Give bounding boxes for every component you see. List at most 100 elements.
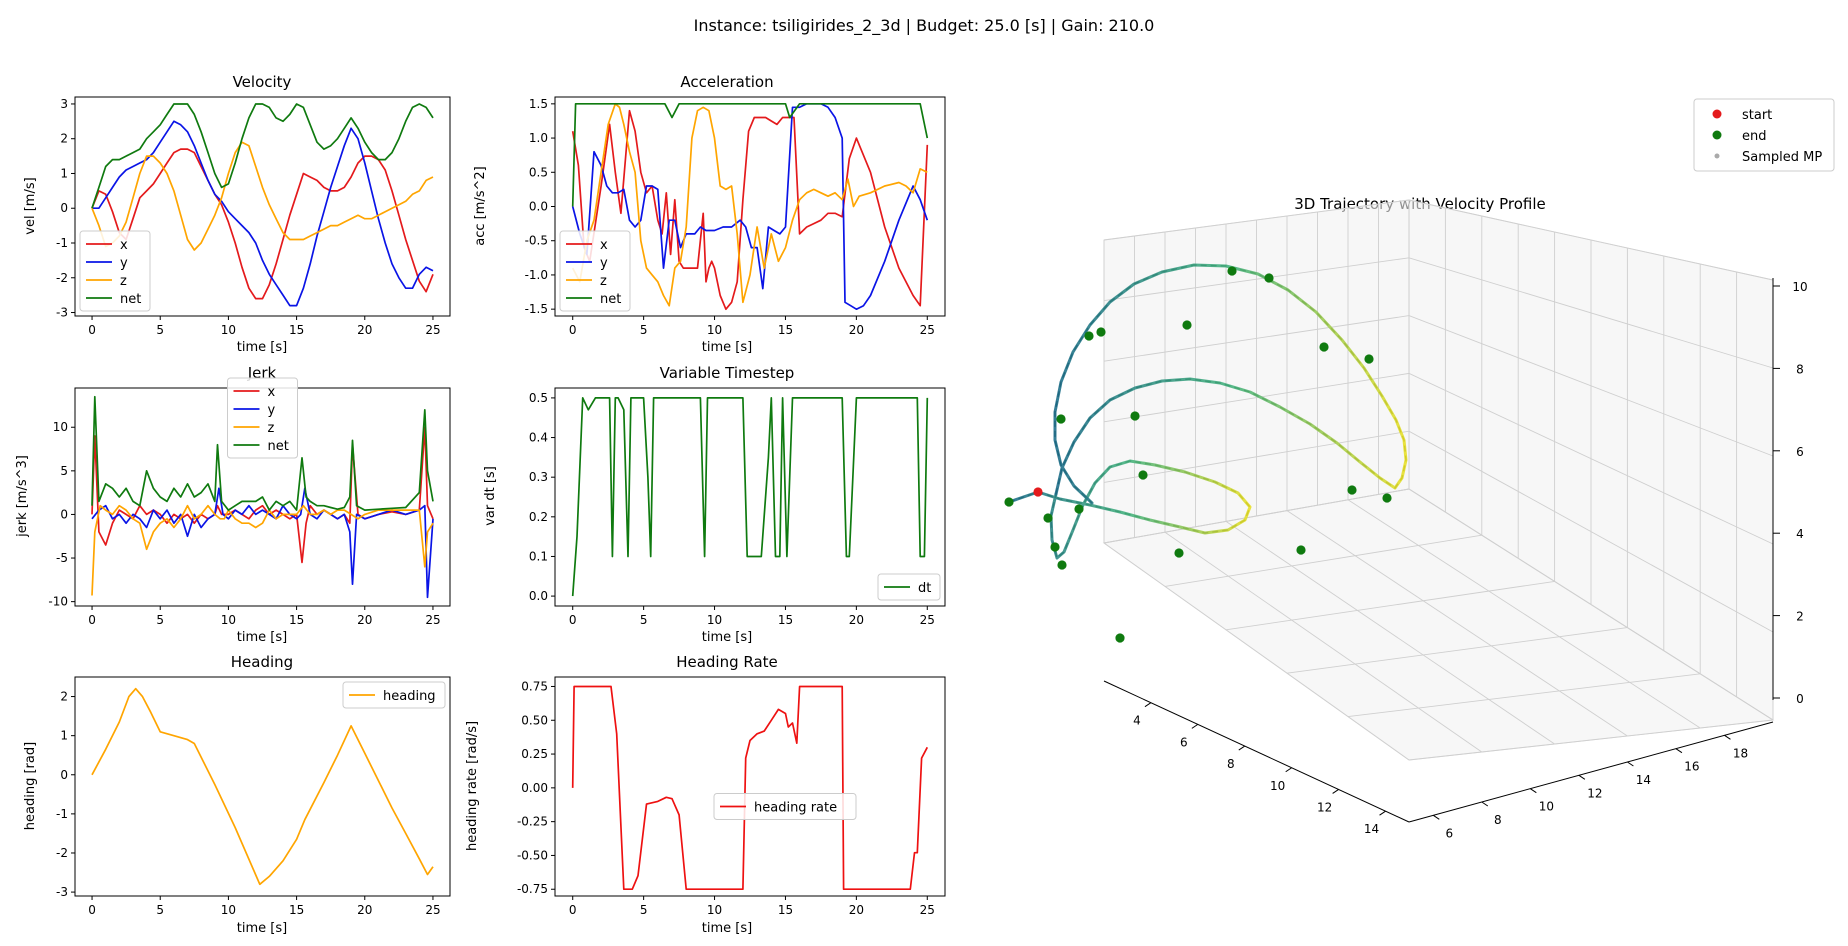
jerk-xtick-label: 25: [425, 613, 440, 627]
heading-xtick-label: 20: [357, 903, 372, 917]
heading-rate-ytick-label: 0.00: [521, 781, 548, 795]
jerk-xtick-label: 5: [156, 613, 164, 627]
jerk-ytick-label: -5: [56, 551, 68, 565]
variable-timestep-xtick-label: 5: [640, 613, 648, 627]
jerk-xtick-label: 15: [289, 613, 304, 627]
velocity-xtick-label: 5: [156, 323, 164, 337]
trajectory-3d-y-tick-label: 10: [1539, 800, 1554, 814]
trajectory-3d-y-tick: [1578, 774, 1586, 780]
acceleration-series-z: [571, 102, 928, 307]
acceleration-ytick-label: 1.0: [529, 131, 548, 145]
trajectory-3d-x-tick: [1332, 789, 1339, 794]
acceleration-xtick-label: 25: [920, 323, 935, 337]
heading-xtick-label: 5: [156, 903, 164, 917]
acceleration-legend-label-z: z: [600, 274, 607, 289]
heading-rate-ytick-label: 0.50: [521, 713, 548, 727]
trajectory-3d-gridline: [1103, 315, 1774, 457]
heading-rate-xtick-label: 5: [640, 903, 648, 917]
heading-rate-xtick-label: 0: [569, 903, 577, 917]
jerk-ytick-label: 10: [53, 420, 68, 434]
velocity-legend-label-z: z: [120, 274, 127, 289]
trajectory-3d-x-tick-label: 10: [1270, 779, 1285, 793]
trajectory-3d-x-tick-label: 4: [1133, 714, 1141, 728]
trajectory-3d-target-point: [1364, 354, 1374, 364]
velocity-xtick-label: 15: [289, 323, 304, 337]
trajectory-3d-x-tick: [1379, 810, 1386, 816]
heading-rate-ytick-label: 0.25: [521, 747, 548, 761]
trajectory-3d-y-axis: [1408, 721, 1774, 823]
variable-timestep-ytick-label: 0.0: [529, 589, 548, 603]
jerk-legend-label-z: z: [268, 421, 275, 436]
trajectory-3d-target-point: [1050, 542, 1060, 552]
trajectory-3d-target-point: [1227, 266, 1237, 276]
variable-timestep-xtick-label: 0: [569, 613, 577, 627]
trajectory-3d-z-tick-label: 6: [1796, 445, 1804, 459]
trajectory-3d-z-tick-label: 4: [1796, 527, 1804, 541]
velocity-xtick-label: 0: [88, 323, 96, 337]
variable-timestep-xtick-label: 10: [707, 613, 722, 627]
legend-sampled-mp-label: Sampled MP: [1742, 150, 1822, 165]
trajectory-3d-start-point: [1033, 487, 1043, 497]
trajectory-3d-gridline: [1103, 257, 1774, 369]
acceleration-xtick-label: 5: [640, 323, 648, 337]
acceleration-xtick-label: 10: [707, 323, 722, 337]
variable-timestep-legend-label-dt: dt: [918, 581, 931, 596]
jerk-xtick-label: 20: [357, 613, 372, 627]
trajectory-3d-x-tick-label: 12: [1317, 800, 1332, 814]
trajectory-3d-y-tick: [1481, 801, 1489, 807]
variable-timestep-ytick-label: 0.5: [529, 391, 548, 405]
velocity-legend-frame: [79, 230, 151, 312]
heading-xtick-label: 10: [221, 903, 236, 917]
heading-rate-frame: [554, 676, 946, 897]
jerk-ytick-label: 0: [60, 507, 68, 521]
trajectory-3d-y-tick-label: 8: [1494, 813, 1502, 827]
trajectory-3d-gridline: [1408, 719, 1774, 761]
acceleration-legend: xyz net: [559, 230, 631, 312]
trajectory-3d-gridline: [1103, 372, 1774, 545]
trajectory-3d-target-point: [1043, 513, 1053, 523]
heading-rate-xtick-label: 15: [778, 903, 793, 917]
variable-timestep-xlabel: time [s]: [702, 630, 752, 645]
heading-rate-xtick-label: 10: [707, 903, 722, 917]
acceleration-ytick-label: 0.5: [529, 165, 548, 179]
trajectory-3d-gridline: [1225, 580, 1555, 631]
heading-rate-ytick-label: -0.25: [517, 815, 548, 829]
variable-timestep-frame: [554, 387, 946, 607]
trajectory-3d-target-point: [1138, 470, 1148, 480]
jerk-xtick-label: 10: [221, 613, 236, 627]
acceleration-series-x: [571, 109, 929, 311]
trajectory-3d-target-point: [1084, 331, 1094, 341]
heading-rate-ytick-label: -0.50: [517, 848, 548, 862]
velocity-legend: xyz net: [79, 230, 151, 312]
variable-timestep-legend: dt: [877, 573, 941, 601]
trajectory-3d-x-tick-label: 14: [1364, 822, 1379, 836]
trajectory-3d-target-point: [1382, 493, 1392, 503]
acceleration-series-net: [571, 102, 929, 207]
heading-rate-xlabel: time [s]: [702, 921, 752, 936]
variable-timestep-xtick-label: 25: [920, 613, 935, 627]
jerk-legend-frame: [227, 377, 298, 459]
jerk-ytick-label: 5: [60, 464, 68, 478]
variable-timestep-title: Variable Timestep: [660, 364, 795, 382]
jerk-legend-label-x: x: [268, 385, 276, 400]
trajectory-3d-y-tick: [1530, 788, 1537, 794]
velocity-ytick-label: 1: [60, 166, 68, 180]
heading-ytick-label: -3: [56, 885, 68, 899]
trajectory-3d-gridline: [1347, 499, 1701, 729]
velocity-xtick-label: 25: [425, 323, 440, 337]
heading-ylabel: heading [rad]: [23, 742, 38, 830]
trajectory-3d-y-tick: [1627, 761, 1634, 767]
acceleration-legend-label-net: net: [600, 292, 621, 307]
variable-timestep-panel: Variable Timestep time [s] var dt [s] 0 5…: [483, 364, 946, 645]
velocity-frame: [74, 96, 451, 317]
velocity-legend-label-y: y: [120, 256, 128, 271]
heading-panel: Heading time [s] heading [rad] 0 5 10 15 20 2…: [23, 653, 451, 936]
velocity-series-y: [92, 120, 434, 307]
variable-timestep-ylabel: var dt [s]: [483, 466, 498, 526]
variable-timestep-ytick-label: 0.2: [529, 510, 548, 524]
velocity-legend-label-x: x: [120, 238, 128, 253]
trajectory-3d-gridline: [1103, 488, 1410, 544]
variable-timestep-xtick-label: 20: [849, 613, 864, 627]
heading-rate-legend: heading rate: [713, 793, 857, 820]
variable-timestep-xtick-label: 15: [778, 613, 793, 627]
